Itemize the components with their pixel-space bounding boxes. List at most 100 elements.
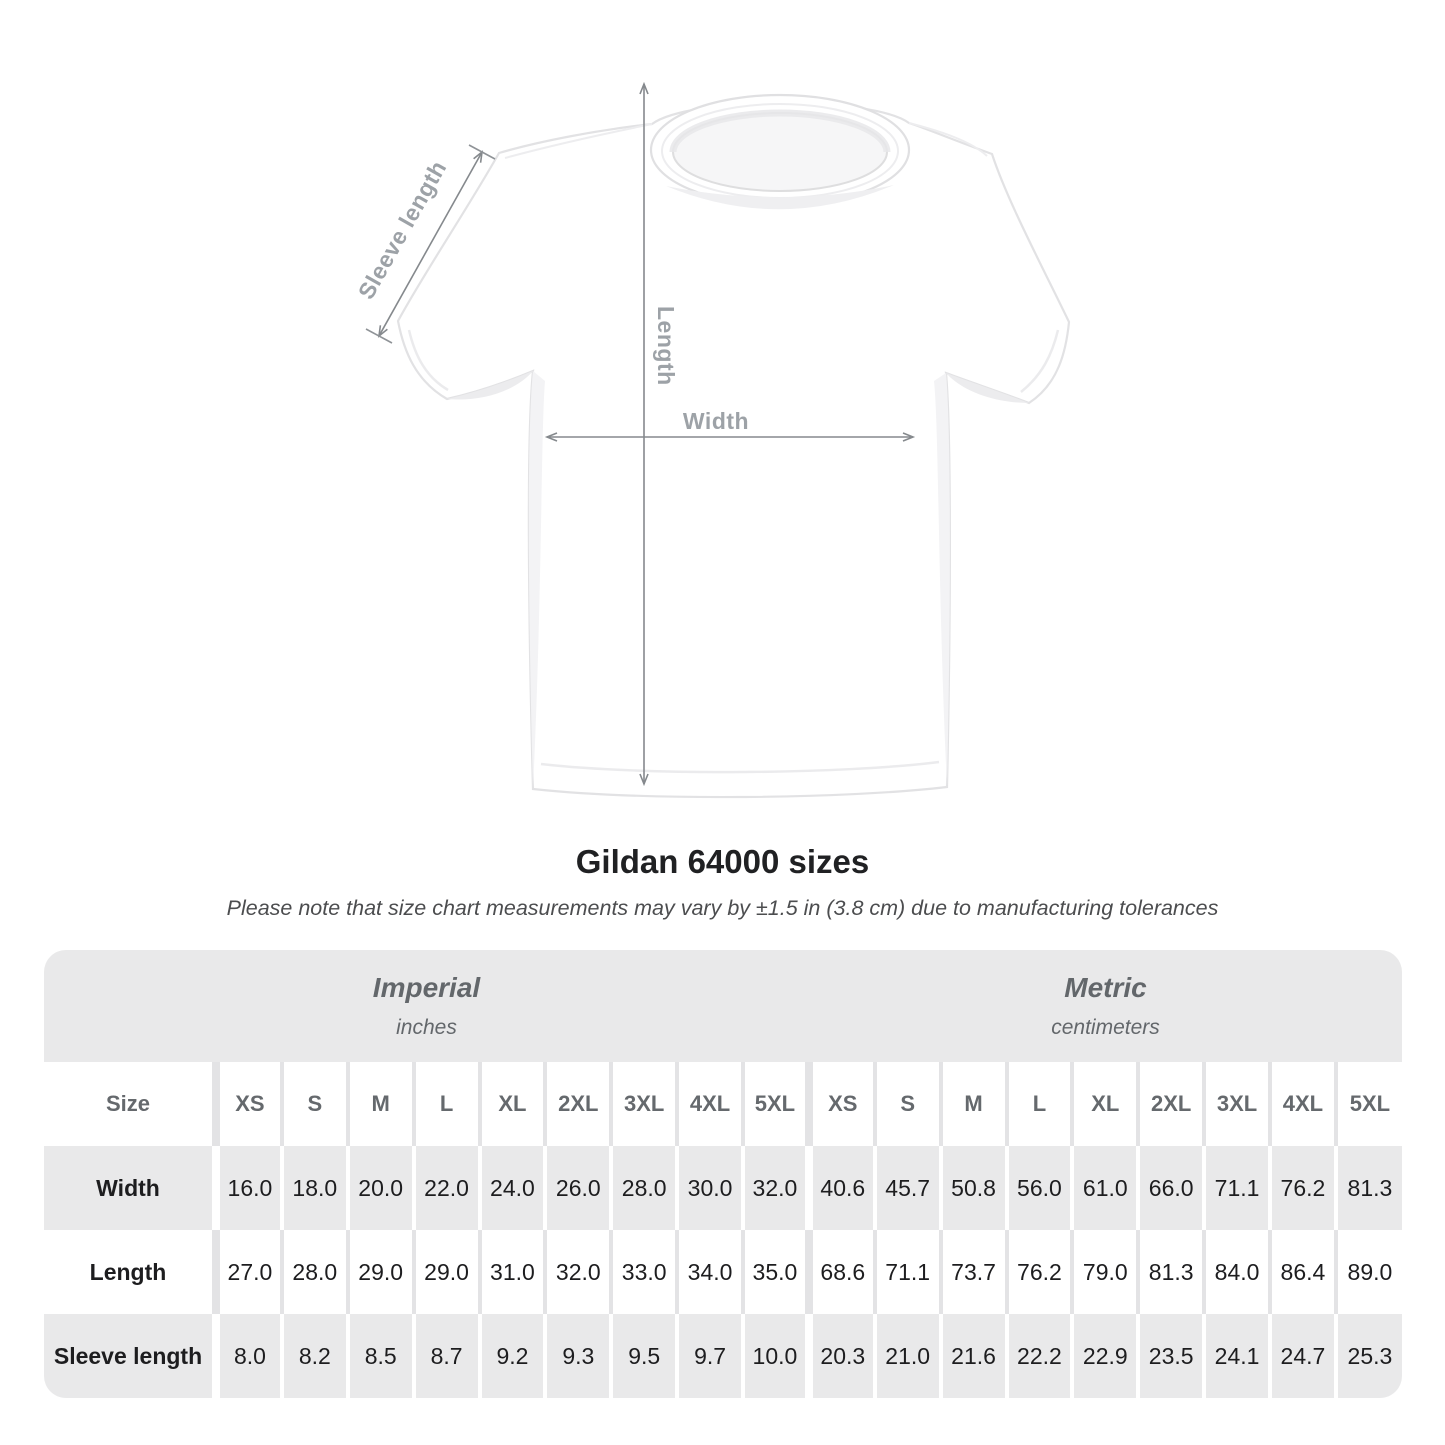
size-header-cell: S <box>279 1062 348 1146</box>
measurement-value-cell: 40.6 <box>804 1146 875 1230</box>
measurement-row: Width 16.0 18.0 20.0 22.0 24.0 26.0 28.0 30.0 32.… <box>44 1146 1402 1230</box>
measurement-value-cell: 66.0 <box>1136 1146 1205 1230</box>
size-header-cell: XS <box>212 1062 282 1146</box>
imperial-group-name: Imperial <box>372 972 481 1003</box>
measurement-value-cell: 24.1 <box>1202 1314 1270 1398</box>
left-shoulder-seam <box>504 123 653 159</box>
measurement-value-cell: 28.0 <box>609 1146 678 1230</box>
right-cuff-stitch <box>1020 329 1060 393</box>
measurement-value-cell: 71.1 <box>872 1230 941 1314</box>
measurement-value-cell: 8.0 <box>212 1314 282 1398</box>
left-side-shadow <box>528 371 545 789</box>
measurement-value-cell: 22.9 <box>1070 1314 1139 1398</box>
size-header-cell: 2XL <box>1136 1062 1205 1146</box>
size-header-cell: 4XL <box>1268 1062 1336 1146</box>
measurement-value-cell: 24.7 <box>1268 1314 1336 1398</box>
measurement-label: Length <box>89 1258 167 1285</box>
measurement-value-cell: 50.8 <box>938 1146 1007 1230</box>
measurement-value-cell: 35.0 <box>741 1230 809 1314</box>
measurement-value-cell: 81.3 <box>1333 1146 1402 1230</box>
measurement-value-cell: 56.0 <box>1004 1146 1073 1230</box>
measurement-value-cell: 30.0 <box>675 1146 743 1230</box>
size-header-cell: L <box>1004 1062 1073 1146</box>
size-table: Imperial inches Metric centimeters Size X… <box>44 950 1402 1398</box>
measurement-value-cell: 9.2 <box>477 1314 546 1398</box>
measurement-value-cell: 8.5 <box>345 1314 414 1398</box>
measurement-value-cell: 61.0 <box>1070 1146 1139 1230</box>
measurement-value-cell: 22.0 <box>411 1146 480 1230</box>
measurement-value-cell: 71.1 <box>1202 1146 1270 1230</box>
measurement-value-cell: 9.7 <box>675 1314 743 1398</box>
measurement-value-cell: 28.0 <box>279 1230 348 1314</box>
unit-groups-header: Imperial inches Metric centimeters <box>44 950 1402 1062</box>
measurement-value-cell: 20.0 <box>345 1146 414 1230</box>
sleeve-arrow-end-tick-bottom <box>365 328 393 344</box>
measurement-row: Length 27.0 28.0 29.0 29.0 31.0 32.0 33.0 34.0 35… <box>44 1230 1402 1314</box>
tshirt-graphic <box>396 93 1071 799</box>
measurement-value-cell: 32.0 <box>543 1230 612 1314</box>
size-header-cell: 3XL <box>609 1062 678 1146</box>
measurement-value-cell: 23.5 <box>1136 1314 1205 1398</box>
measurement-value-cell: 20.3 <box>804 1314 875 1398</box>
right-sleeve-shadow <box>946 373 1029 403</box>
size-header-cell: 5XL <box>1333 1062 1402 1146</box>
sleeve-arrow-end-tick-top <box>468 144 496 160</box>
metric-group-name: Metric <box>1064 972 1147 1003</box>
size-column-header: Size <box>105 1091 151 1116</box>
size-header-cell: M <box>345 1062 414 1146</box>
measurement-value-cell: 84.0 <box>1202 1230 1270 1314</box>
collar-inner-shadow <box>669 109 891 153</box>
measurement-value-cell: 79.0 <box>1070 1230 1139 1314</box>
metric-group-header: Metric centimeters <box>809 950 1402 1062</box>
size-header-cell: 3XL <box>1202 1062 1270 1146</box>
width-dimension: Width <box>544 408 916 442</box>
measurement-value-cell: 34.0 <box>675 1230 743 1314</box>
left-sleeve-shadow <box>447 371 533 400</box>
measurement-value-cell: 29.0 <box>411 1230 480 1314</box>
size-header-cell: L <box>411 1062 480 1146</box>
measurement-row: Sleeve length 8.0 8.2 8.5 8.7 9.2 9.3 9.5 9.7 10.… <box>44 1314 1402 1398</box>
measurement-value-cell: 68.6 <box>804 1230 875 1314</box>
measurement-value-cell: 10.0 <box>741 1314 809 1398</box>
measurement-label: Width <box>96 1174 160 1201</box>
measurement-value-cell: 18.0 <box>279 1146 348 1230</box>
page-title: Gildan 64000 sizes <box>575 843 870 880</box>
measurement-value-cell: 25.3 <box>1333 1314 1402 1398</box>
measurement-value-cell: 89.0 <box>1333 1230 1402 1314</box>
measurement-value-cell: 29.0 <box>345 1230 414 1314</box>
measurement-value-cell: 81.3 <box>1136 1230 1205 1314</box>
tolerance-note: Please note that size chart measurements… <box>226 896 1219 920</box>
measurement-value-cell: 33.0 <box>609 1230 678 1314</box>
hem-stitch <box>540 760 940 774</box>
measurement-value-cell: 22.2 <box>1004 1314 1073 1398</box>
size-grid: Size XS S M L XL 2XL 3XL 4XL 5XL XS S M L XL 2XL 3XL 4XL 5… <box>44 1062 1402 1398</box>
measurement-value-cell: 21.6 <box>938 1314 1007 1398</box>
measurement-value-cell: 16.0 <box>212 1146 282 1230</box>
size-header-cell: M <box>938 1062 1007 1146</box>
size-header-cell: 5XL <box>741 1062 809 1146</box>
size-header-cell: XL <box>1070 1062 1139 1146</box>
measurement-value-cell: 45.7 <box>872 1146 941 1230</box>
size-header-cell: 2XL <box>543 1062 612 1146</box>
measurement-label: Sleeve length <box>53 1342 203 1369</box>
under-collar-shadow <box>666 185 894 210</box>
measurement-value-cell: 73.7 <box>938 1230 1007 1314</box>
tshirt-body <box>396 101 1071 799</box>
measurement-value-cell: 21.0 <box>872 1314 941 1398</box>
measurement-value-cell: 27.0 <box>212 1230 282 1314</box>
tshirt-measurement-diagram: Length Width Sleeve length <box>353 81 1071 799</box>
measurement-value-cell: 32.0 <box>741 1146 809 1230</box>
imperial-group-header: Imperial inches <box>44 950 809 1062</box>
measurement-value-cell: 76.2 <box>1268 1146 1336 1230</box>
measurement-value-cell: 86.4 <box>1268 1230 1336 1314</box>
measurement-value-cell: 76.2 <box>1004 1230 1073 1314</box>
size-header-cell: XL <box>477 1062 546 1146</box>
measurement-value-cell: 26.0 <box>543 1146 612 1230</box>
measurement-value-cell: 24.0 <box>477 1146 546 1230</box>
width-label: Width <box>683 408 749 434</box>
right-shoulder-seam <box>908 122 988 157</box>
measurement-value-cell: 8.7 <box>411 1314 480 1398</box>
measurement-value-cell: 8.2 <box>279 1314 348 1398</box>
length-label: Length <box>653 306 679 386</box>
